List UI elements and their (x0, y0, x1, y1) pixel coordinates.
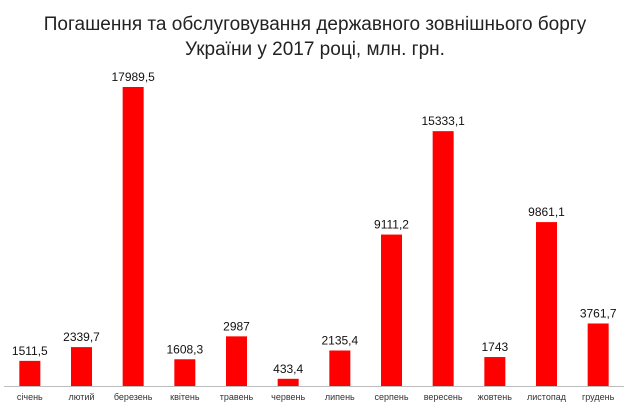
bar-1 (71, 347, 92, 386)
bar-0 (19, 360, 41, 386)
chart-title: Погашення та обслуговування державного з… (0, 12, 630, 62)
category-labels-group: січень лютий березень квітень травень червень… (17, 392, 615, 402)
data-label-6: 2135,4 (321, 334, 358, 348)
category-label-0: січень (17, 392, 43, 402)
data-label-3: 1608,3 (166, 342, 203, 356)
category-label-11: грудень (582, 392, 615, 402)
bar-5 (277, 378, 299, 386)
data-label-10: 9861,1 (528, 205, 565, 219)
category-label-5: червень (271, 392, 305, 402)
category-label-9: жовтень (478, 392, 513, 402)
bar-11 (587, 323, 609, 386)
data-label-2: 17989,5 (111, 70, 155, 84)
category-label-8: вересень (424, 392, 463, 402)
category-label-10: листопад (527, 392, 567, 402)
data-label-4: 2987 (223, 319, 250, 333)
chart-title-line-1: Погашення та обслуговування державного з… (43, 14, 587, 35)
bars-group (19, 87, 609, 386)
category-label-1: лютий (69, 392, 95, 402)
category-label-3: квітень (170, 392, 200, 402)
bar-2 (122, 87, 144, 386)
bar-8 (432, 131, 454, 386)
category-label-6: липень (325, 392, 355, 402)
bar-6 (329, 350, 351, 386)
bar-3 (174, 359, 196, 386)
data-label-0: 1511,5 (12, 344, 48, 358)
category-label-4: травень (220, 392, 254, 402)
data-label-7: 9111,2 (374, 218, 409, 232)
value-labels-group: 1511,5 2339,7 17989,5 1608,3 2987 433,4 2135,4… (12, 70, 617, 376)
bar-7 (381, 234, 402, 386)
bar-4 (226, 336, 247, 386)
bar-10 (536, 222, 557, 386)
category-label-2: березень (114, 392, 153, 402)
chart-title-line-2: України у 2017 році, млн. грн. (185, 39, 445, 60)
data-label-9: 1743 (481, 340, 508, 354)
data-label-5: 433,4 (273, 362, 303, 376)
data-label-11: 3761,7 (580, 306, 617, 320)
bar-9 (484, 357, 506, 386)
category-label-7: серпень (374, 392, 408, 402)
data-label-8: 15333,1 (421, 114, 465, 128)
data-label-1: 2339,7 (63, 330, 100, 344)
